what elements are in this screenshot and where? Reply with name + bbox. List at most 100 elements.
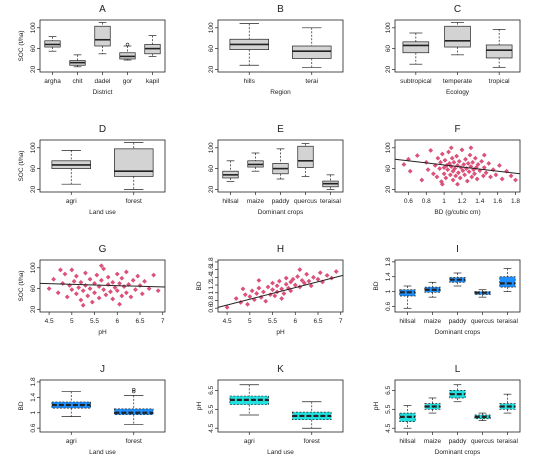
panel-c-box-temperate (444, 25, 471, 48)
panel-g-xtick-label: 4.5 (45, 318, 54, 325)
panel-g-trend-line (39, 282, 166, 288)
panel-i-label: I (456, 244, 459, 255)
panel-h-point (276, 278, 282, 284)
panel-g-point (73, 273, 79, 279)
panel-h-point (240, 286, 246, 292)
panel-l-xtick-label: quercus (471, 438, 495, 445)
panel-g-point (114, 271, 120, 277)
panel-f-point (455, 181, 460, 187)
panel-g-point (80, 302, 86, 308)
panel-i-xlabel: Dominant crops (435, 329, 481, 336)
panel-a-ytick-label: 100 (30, 22, 37, 33)
panel-d-ytick-label: 20 (30, 185, 37, 193)
panel-d-ylabel: SOC (t/ha) (18, 150, 25, 181)
panel-f-trend-line (394, 158, 521, 175)
panel-f-xtick-label: 0.8 (422, 198, 431, 205)
panel-e-xtick-label: teraisal (320, 198, 342, 205)
panel-j-xtick-label: forest (126, 438, 142, 445)
panel-h-point (261, 289, 266, 295)
panel-f-point (466, 169, 472, 175)
panel-d-xlabel: Land use (89, 209, 116, 216)
panel-f-point (468, 145, 474, 151)
panel-g: G 20 60 100 pH SOC (t/ha) 4.5 5 5.5 6 6.5 7 (18, 244, 166, 336)
panel-f-xtick-label: 0.6 (404, 198, 413, 205)
panel-l-xlabel: Dominant crops (435, 449, 481, 456)
panel-g-point (151, 272, 157, 278)
panel-l-ytick-label: 4.5 (385, 423, 392, 432)
panel-f-point (445, 167, 451, 173)
panel-e-xtick-label: maize (247, 198, 265, 205)
panel-f-point (446, 149, 451, 155)
panel-f-xtick-label: 1.6 (493, 198, 502, 205)
panel-c-ytick-label: 60 (385, 45, 392, 53)
panel-g-label: G (99, 244, 107, 255)
panel-f-point (442, 157, 448, 163)
panel-g-point (55, 290, 61, 296)
panel-f-point (460, 168, 466, 174)
panel-h-point (254, 291, 260, 296)
panel-e-box-quercus (297, 145, 314, 168)
panel-g-point (155, 288, 161, 294)
panel-f-point (469, 174, 475, 180)
panel-f-point (439, 151, 445, 157)
panel-h-point (283, 281, 289, 287)
panel-b-frame (217, 19, 344, 73)
panel-h-point (249, 288, 255, 294)
panel-f-point (425, 167, 431, 173)
panel-k-xtick-label: agri (244, 438, 255, 445)
panel-g-point (117, 280, 122, 286)
panel-a-xtick-label: gor (123, 78, 133, 85)
panel-b-xtick-label: terai (305, 78, 318, 85)
panel-j-label: J (100, 364, 105, 375)
panel-h-ytick-label: 1.2 (208, 280, 215, 289)
panel-f-point (470, 159, 476, 165)
panel-f-point (455, 170, 461, 176)
panel-f-xtick-label: 1.2 (457, 198, 466, 205)
panel-h-point (297, 267, 303, 273)
panel-f-point (457, 175, 463, 181)
panel-f-point (480, 173, 486, 179)
panel-h-ytick-label: 1.8 (208, 257, 215, 266)
panel-f-point (483, 170, 489, 176)
panel-h-point (295, 274, 300, 279)
panel-f-xtick-label: 1.8 (511, 198, 520, 205)
panel-a-xlabel: District (93, 89, 113, 96)
panel-h-point (304, 271, 310, 277)
panel-g-point (137, 283, 143, 288)
panel-f-ytick-label: 60 (385, 165, 392, 173)
panel-g-point (60, 280, 66, 286)
panel-h-xtick-label: 5 (248, 318, 252, 325)
panel-g-point (94, 272, 100, 278)
panel-e-ytick-label: 100 (208, 142, 215, 153)
panel-c-xtick-label: tropical (489, 78, 511, 85)
panel-g-point (101, 266, 107, 272)
panel-g-point (64, 294, 70, 300)
panel-l-xtick-label: maize (424, 438, 442, 445)
panel-l-ytick-label: 6.5 (385, 386, 392, 395)
panel-l-ytick-label: 5.5 (385, 404, 392, 413)
panel-b-ytick-label: 100 (208, 22, 215, 33)
panel-c-ytick-label: 20 (385, 65, 392, 73)
panel-h-point (306, 278, 312, 284)
panel-j-xtick-label: agri (66, 438, 77, 445)
panel-h-point (311, 274, 316, 280)
panel-f-point (441, 171, 447, 177)
panel-j-ylabel: BD (18, 401, 25, 410)
panel-c-xlabel: Ecology (446, 89, 470, 96)
panel-f-point (447, 172, 453, 178)
panel-g-point (123, 269, 129, 275)
panel-g-point (83, 270, 88, 276)
panel-g-point (98, 277, 104, 283)
panel-a-outlier (125, 42, 130, 47)
panel-g-point (117, 301, 122, 307)
panel-h-point (281, 291, 287, 296)
panel-g-point (89, 299, 95, 305)
panel-h-point (242, 292, 248, 298)
panel-e-xtick-label: hillsal (222, 198, 239, 205)
panel-g-frame (39, 259, 166, 313)
panel-k-xlabel: Land use (267, 449, 294, 456)
panel-f-point (479, 158, 485, 164)
panel-c-label: C (454, 4, 461, 15)
panel-g-xtick-label: 6.5 (135, 318, 144, 325)
panel-d-label: D (99, 124, 106, 135)
